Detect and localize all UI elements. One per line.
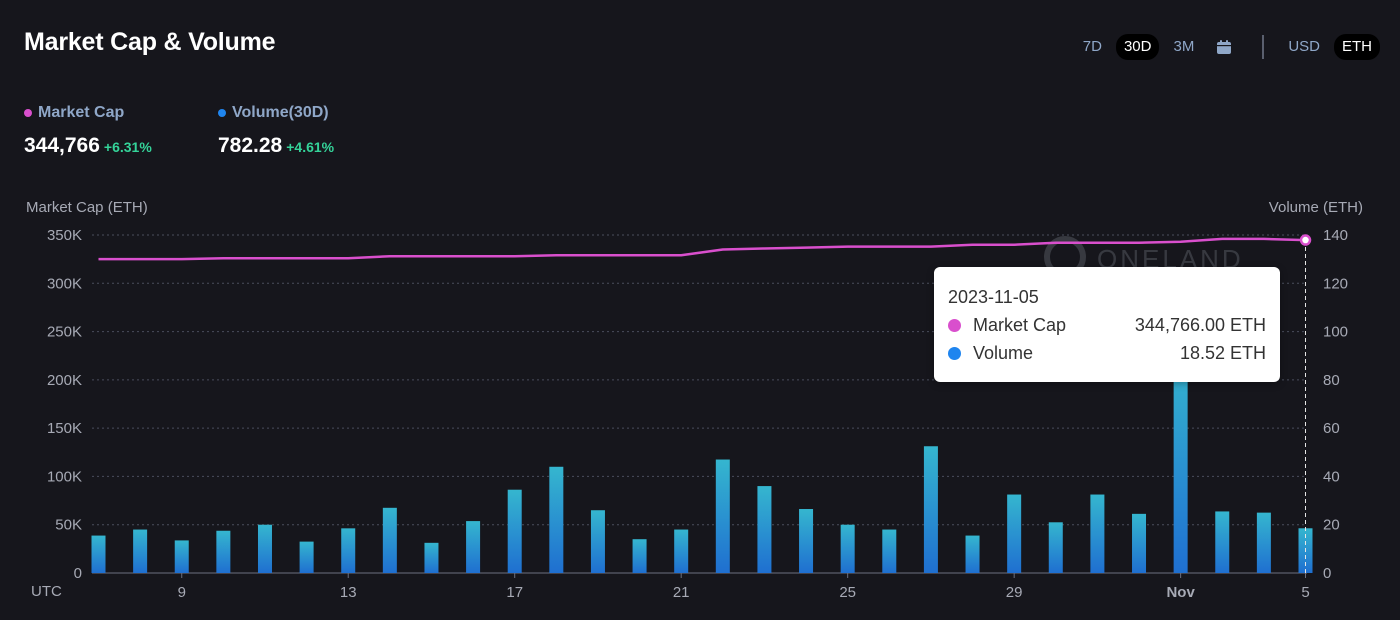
volume-bar[interactable] xyxy=(840,524,855,573)
y-right-tick-label: 100 xyxy=(1323,324,1348,341)
x-tick-label: 13 xyxy=(340,584,357,601)
x-tick-label: 25 xyxy=(839,584,856,601)
y-left-tick-label: 300K xyxy=(47,275,82,292)
market-cap-legend-dot xyxy=(24,109,32,117)
controls-divider xyxy=(1262,35,1265,59)
volume-bar[interactable] xyxy=(1256,512,1271,573)
chart-controls: 7D 30D 3M USD ETH xyxy=(1075,34,1380,60)
volume-bar[interactable] xyxy=(299,541,314,573)
market-cap-label: Market Cap xyxy=(38,104,125,121)
volume-bar[interactable] xyxy=(257,524,272,573)
x-tick-label: 29 xyxy=(1006,584,1023,601)
volume-bar[interactable] xyxy=(341,528,356,573)
volume-bar[interactable] xyxy=(174,540,189,573)
y-right-tick-label: 120 xyxy=(1323,275,1348,292)
volume-stat: Volume(30D) 782.28 +4.61% xyxy=(218,104,334,158)
chart-title: Market Cap & Volume xyxy=(24,28,276,56)
tooltip-row-market-cap: Market Cap 344,766.00 ETH xyxy=(948,315,1266,336)
market-cap-change: +6.31% xyxy=(103,139,152,155)
tooltip-volume-name: Volume xyxy=(973,343,1034,363)
volume-bar[interactable] xyxy=(424,542,439,573)
volume-bar[interactable] xyxy=(799,509,814,573)
volume-bar[interactable] xyxy=(1007,494,1022,573)
tooltip-market-cap-value: 344,766.00 ETH xyxy=(1134,315,1266,335)
tooltip-market-cap-dot xyxy=(948,319,961,332)
volume-bar[interactable] xyxy=(674,529,689,573)
y-right-tick-label: 140 xyxy=(1323,227,1348,244)
y-right-tick-label: 80 xyxy=(1323,372,1340,389)
volume-bar[interactable] xyxy=(923,446,938,573)
y-right-tick-label: 0 xyxy=(1323,565,1331,582)
calendar-icon[interactable] xyxy=(1216,39,1232,55)
volume-bar[interactable] xyxy=(549,466,564,573)
volume-bar[interactable] xyxy=(1173,355,1188,573)
hover-point xyxy=(1299,234,1312,246)
market-cap-value: 344,766 xyxy=(24,134,100,157)
volume-bar[interactable] xyxy=(757,486,772,573)
y-right-tick-label: 20 xyxy=(1323,517,1340,534)
y-left-tick-label: 150K xyxy=(47,420,82,437)
tooltip-volume-value: 18.52 ETH xyxy=(1179,343,1266,363)
range-30d-button[interactable]: 30D xyxy=(1115,34,1160,60)
tooltip-date: 2023-11-05 xyxy=(948,287,1039,307)
x-tick-label: 17 xyxy=(506,584,523,601)
volume-value: 782.28 xyxy=(218,134,283,157)
range-3m-button[interactable]: 3M xyxy=(1173,38,1195,55)
y-left-tick-label: 100K xyxy=(47,468,82,485)
tooltip-market-cap-name: Market Cap xyxy=(973,315,1067,335)
volume-bar[interactable] xyxy=(1215,511,1230,573)
tooltip-volume-dot xyxy=(948,347,961,360)
volume-bar[interactable] xyxy=(507,489,522,573)
x-tick-label: 21 xyxy=(673,584,690,601)
volume-bar[interactable] xyxy=(382,507,397,573)
currency-usd-button[interactable]: USD xyxy=(1288,38,1320,55)
y-left-axis-title: Market Cap (ETH) xyxy=(26,199,148,216)
y-left-tick-label: 0 xyxy=(74,565,82,582)
volume-label: Volume(30D) xyxy=(232,104,329,121)
currency-eth-button[interactable]: ETH xyxy=(1334,34,1380,60)
volume-bar[interactable] xyxy=(216,530,231,573)
volume-bar[interactable] xyxy=(91,535,106,573)
volume-bar[interactable] xyxy=(1048,522,1063,573)
y-left-tick-label: 50K xyxy=(55,517,82,534)
volume-bar[interactable] xyxy=(1132,513,1147,573)
tooltip-row-volume: Volume 18.52 ETH xyxy=(948,343,1266,364)
data-tooltip: 2023-11-05 Market Cap 344,766.00 ETH Vol… xyxy=(934,267,1280,382)
volume-bar[interactable] xyxy=(632,539,647,573)
range-7d-button[interactable]: 7D xyxy=(1082,38,1102,55)
volume-bar[interactable] xyxy=(1090,494,1105,573)
volume-bar[interactable] xyxy=(466,521,481,573)
market-cap-line[interactable] xyxy=(98,237,1306,261)
y-left-tick-label: 250K xyxy=(47,324,82,341)
y-right-tick-label: 60 xyxy=(1323,420,1340,437)
x-axis-title: UTC xyxy=(31,583,62,600)
market-cap-stat: Market Cap 344,766 +6.31% xyxy=(24,104,152,158)
volume-bar[interactable] xyxy=(882,529,897,573)
y-left-tick-label: 200K xyxy=(47,372,82,389)
y-right-tick-label: 40 xyxy=(1323,468,1340,485)
volume-bar[interactable] xyxy=(715,459,730,573)
y-right-axis-title: Volume (ETH) xyxy=(1269,199,1363,216)
volume-legend-dot xyxy=(218,109,226,117)
x-tick-label: 5 xyxy=(1301,584,1309,601)
volume-change: +4.61% xyxy=(286,139,335,155)
volume-bar[interactable] xyxy=(590,510,605,573)
volume-bar[interactable] xyxy=(965,535,980,573)
y-left-tick-label: 350K xyxy=(47,227,82,244)
x-tick-label: 9 xyxy=(178,584,186,601)
x-tick-label: Nov xyxy=(1166,584,1195,601)
volume-bar[interactable] xyxy=(133,529,148,573)
